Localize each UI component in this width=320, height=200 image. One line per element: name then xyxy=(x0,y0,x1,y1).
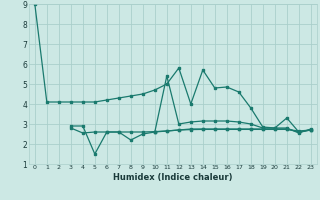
X-axis label: Humidex (Indice chaleur): Humidex (Indice chaleur) xyxy=(113,173,233,182)
